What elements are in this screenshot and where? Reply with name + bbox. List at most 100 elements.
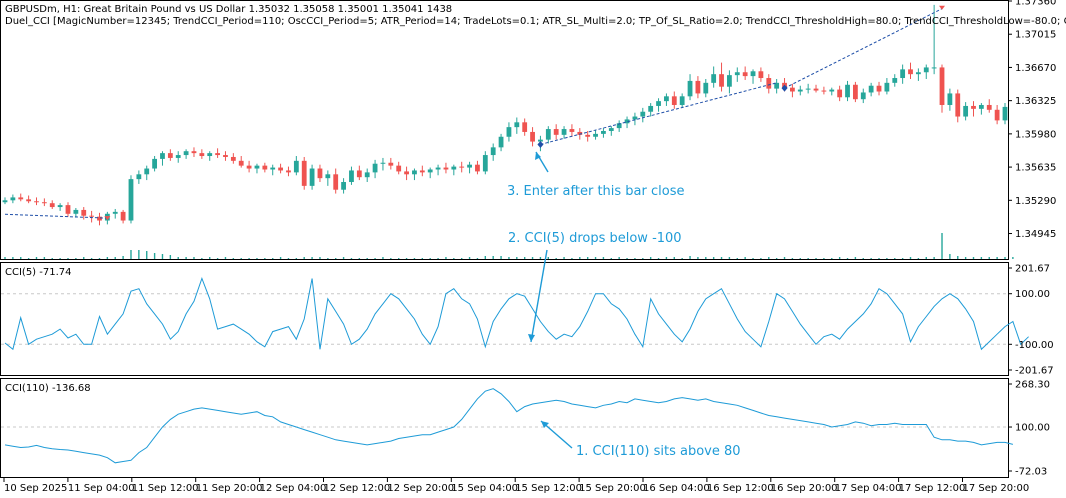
candle-body: [73, 209, 79, 214]
candle-body: [388, 162, 394, 166]
cci110-line: [4, 388, 1014, 464]
candle-body: [223, 155, 228, 157]
time-tick-label: 12 Sep 20:00: [387, 483, 454, 494]
candle-body: [475, 164, 480, 172]
candle-body: [679, 96, 685, 105]
candle-body: [293, 160, 299, 173]
candle-body: [349, 170, 354, 183]
candle-body: [26, 199, 32, 202]
time-tick-label: 15 Sep 20:00: [579, 483, 646, 494]
candle-body: [734, 72, 740, 76]
candle-body: [435, 167, 441, 170]
candle-body: [978, 104, 984, 109]
candle-body: [97, 216, 102, 221]
candle-body: [443, 167, 449, 170]
candle-body: [900, 69, 906, 79]
candle-body: [191, 151, 197, 154]
candle-body: [876, 85, 882, 92]
candle-body: [419, 170, 425, 173]
candle-body: [656, 101, 661, 106]
cci110-plot: [1, 388, 1014, 464]
candle-body: [183, 151, 189, 156]
price-plot: [2, 4, 1014, 259]
candle-body: [790, 87, 795, 92]
candle-body: [553, 129, 559, 135]
candle-body: [703, 82, 709, 94]
candle-body: [892, 78, 898, 83]
candle-body: [758, 71, 764, 79]
candle-body: [829, 89, 835, 92]
candle-body: [624, 119, 630, 124]
time-tick-label: 12 Sep 12:00: [324, 483, 391, 494]
candle-body: [120, 211, 126, 221]
candle-body: [860, 92, 866, 100]
price-tick-label: 1.34945: [1015, 229, 1056, 240]
candle-body: [813, 88, 819, 91]
candle-body: [601, 130, 606, 134]
candle-body: [868, 85, 874, 93]
candle-body: [152, 158, 158, 169]
candle-body: [711, 74, 717, 83]
cci5-line: [4, 277, 1029, 351]
candle-body: [963, 105, 969, 117]
price-tick-label: 1.35980: [1015, 129, 1056, 140]
candle-body: [112, 211, 118, 214]
candle-body: [538, 139, 543, 142]
candle-body: [49, 203, 55, 208]
cci110-panel-title: CCI(110) -136.68: [5, 383, 91, 394]
price-tick-label: 1.37015: [1015, 30, 1056, 41]
candle-body: [404, 171, 409, 175]
candle-body: [136, 174, 142, 180]
candle-body: [695, 80, 701, 94]
candle-body: [2, 200, 8, 203]
candle-body: [632, 116, 638, 120]
candle-body: [971, 105, 976, 109]
candle-body: [908, 69, 913, 75]
candle-body: [845, 84, 850, 98]
candle-body: [719, 74, 724, 87]
symbol-info-line: GBPUSDm, H1: Great Britain Pound vs US D…: [5, 4, 452, 15]
candle-body: [852, 84, 858, 100]
time-tick-label: 16 Sep 12:00: [707, 483, 774, 494]
candle-body: [427, 169, 433, 173]
candle-body: [144, 168, 150, 175]
candle-body: [238, 160, 244, 166]
candle-body: [797, 89, 803, 92]
price-tick-label: 1.36670: [1015, 63, 1056, 74]
candle-body: [341, 182, 346, 190]
candle-body: [34, 201, 39, 203]
candle-body: [506, 127, 512, 137]
annotation-step3: 3. Enter after this bar close: [507, 184, 684, 199]
price-tick-label: 1.35635: [1015, 163, 1056, 174]
candle-body: [805, 88, 811, 90]
price-tick-label: 1.35290: [1015, 196, 1056, 207]
candle-body: [608, 128, 614, 131]
candle-body: [482, 155, 488, 172]
cci5-tick-label: 201.67: [1015, 264, 1050, 275]
time-tick-label: 15 Sep 12:00: [515, 483, 582, 494]
candle-body: [459, 166, 465, 168]
candle-body: [412, 170, 417, 175]
time-tick-label: 17 Sep 04:00: [835, 483, 902, 494]
candle-body: [356, 170, 362, 178]
candle-body: [81, 209, 87, 216]
cci5-tick-label: -100.00: [1015, 340, 1054, 351]
annotation-arrowhead-step3: [535, 152, 541, 160]
candle-body: [1002, 106, 1008, 121]
candle-body: [955, 93, 961, 117]
expert-advisor-params-line: Duel_CCI [MagicNumber=12345; TrendCCI_Pe…: [5, 16, 1066, 27]
candle-body: [774, 82, 780, 89]
candle-body: [923, 67, 929, 73]
time-tick-label: 10 Sep 2025: [4, 483, 67, 494]
candle-body: [671, 96, 677, 105]
time-tick-label: 16 Sep 04:00: [643, 483, 710, 494]
candle-body: [128, 179, 134, 221]
candle-body: [325, 174, 331, 179]
annotation-arrowhead-step1: [541, 421, 549, 428]
annotation-layer: 3. Enter after this bar close 2. CCI(5) …: [507, 151, 741, 459]
cci110-tick-label: 100.00: [1015, 423, 1050, 434]
candle-body: [727, 75, 732, 87]
candle-body: [837, 89, 843, 98]
candle-body: [301, 160, 307, 186]
candle-body: [577, 131, 583, 135]
